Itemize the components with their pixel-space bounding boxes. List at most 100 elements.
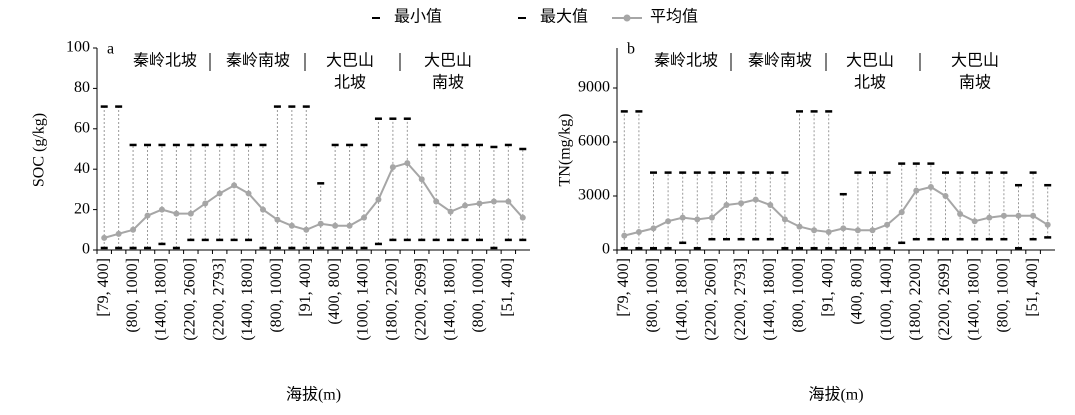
region-label: 秦岭南坡 — [226, 52, 290, 70]
mean-point — [259, 206, 266, 213]
x-tick-label: (1000, 1400] — [878, 258, 895, 341]
mean-point — [115, 230, 122, 237]
mean-point — [898, 209, 905, 216]
y-tick-label: 9000 — [578, 79, 610, 96]
mean-point — [274, 216, 281, 223]
x-tick-label: (1400, 1800] — [673, 258, 690, 341]
x-tick-label: [79, 400] — [95, 258, 112, 317]
mean-point — [317, 220, 324, 227]
y-tick-label: 100 — [66, 39, 90, 56]
mean-point — [621, 232, 628, 239]
mean-point — [389, 164, 396, 171]
x-tick-label: (800, 1000] — [124, 258, 141, 333]
mean-line — [103, 162, 524, 239]
x-tick-label: (2200, 2600] — [181, 258, 198, 341]
region-label: 北坡 — [334, 74, 366, 92]
x-tick-label: (1400, 1800] — [239, 258, 256, 341]
mean-point — [1000, 212, 1007, 219]
x-tick-label: [79, 400] — [615, 258, 632, 317]
mean-line — [624, 185, 1049, 237]
y-axis-title: SOC (g/kg) — [31, 113, 48, 187]
mean-point — [752, 196, 759, 203]
mean-point — [942, 193, 949, 199]
mean-point — [332, 222, 339, 229]
y-tick-label: 3000 — [578, 187, 610, 204]
y-tick-label: 6000 — [578, 133, 610, 150]
mean-point — [519, 214, 526, 221]
mean-point — [635, 229, 642, 235]
x-tick-label: (2200, 2699] — [412, 258, 429, 341]
mean-point — [869, 227, 876, 234]
mean-point — [913, 187, 920, 194]
mean-point — [679, 214, 686, 221]
region-label: 秦岭南坡 — [748, 52, 812, 70]
mean-point — [840, 225, 847, 232]
mean-point — [462, 202, 469, 209]
x-tick-label: (1400, 1800] — [965, 258, 982, 341]
x-tick-label: (2200, 2600] — [703, 258, 720, 341]
mean-point — [796, 223, 803, 230]
mean-point — [811, 227, 818, 234]
x-tick-label: (1400, 1800] — [441, 258, 458, 341]
y-tick-label: 80 — [74, 79, 90, 96]
x-tick-label: (2200, 2793] — [210, 258, 227, 341]
region-label: 秦岭北坡 — [133, 52, 197, 70]
x-axis-title: 海拔(m) — [286, 386, 341, 404]
region-label: 大巴山 — [424, 52, 472, 70]
x-tick-label: (2200, 2793] — [732, 258, 749, 341]
mean-point — [101, 234, 108, 241]
mean-point — [650, 225, 657, 232]
legend-label: 平均值 — [650, 8, 698, 26]
mean-point — [245, 190, 252, 197]
mean-point — [854, 227, 861, 234]
y-tick-label: 0 — [82, 241, 90, 258]
y-tick-label: 0 — [602, 241, 610, 258]
mean-point — [433, 198, 440, 205]
x-tick-label: (1400, 1800] — [153, 258, 170, 341]
mean-point — [130, 226, 137, 233]
x-tick-label: (2200, 2699] — [936, 258, 953, 341]
mean-point — [404, 160, 411, 167]
mean-point — [825, 229, 832, 235]
mean-point — [231, 182, 238, 189]
x-tick-label: (1400, 1800] — [761, 258, 778, 341]
panel-label: b — [627, 41, 635, 58]
region-label: 大巴山 — [846, 52, 894, 70]
region-label: 大巴山 — [326, 52, 374, 70]
legend-label: 最大值 — [540, 8, 588, 26]
legend-mean-symbol — [623, 14, 631, 22]
mean-point — [447, 208, 454, 215]
x-tick-label: [91, 400] — [819, 258, 836, 317]
region-label: 南坡 — [959, 74, 991, 92]
y-axis-title: TN(mg/kg) — [557, 114, 574, 187]
mean-point — [723, 202, 730, 208]
mean-point — [957, 211, 964, 217]
mean-point — [476, 200, 483, 207]
mean-point — [288, 222, 295, 229]
x-tick-label: (800, 1000] — [268, 258, 285, 333]
mean-point — [1015, 212, 1022, 219]
y-tick-label: 40 — [74, 160, 90, 177]
x-tick-label: (800, 1000] — [790, 258, 807, 333]
mean-point — [767, 202, 774, 208]
mean-point — [346, 222, 353, 229]
x-tick-label: [91, 400] — [297, 258, 314, 317]
y-tick-label: 60 — [74, 119, 90, 136]
mean-point — [187, 210, 194, 217]
mean-point — [158, 206, 165, 213]
mean-point — [361, 214, 368, 221]
mean-point — [202, 200, 209, 207]
mean-point — [216, 190, 223, 197]
x-axis-title: 海拔(m) — [808, 386, 863, 404]
legend-label: 最小值 — [394, 8, 442, 26]
x-tick-label: (1000, 1400] — [355, 258, 372, 341]
panel-label: a — [107, 41, 114, 58]
mean-point — [505, 198, 512, 205]
x-tick-label: (1800, 2200] — [907, 258, 924, 341]
x-tick-label: [51, 400] — [499, 258, 516, 317]
mean-point — [173, 210, 180, 217]
mean-point — [971, 218, 978, 225]
x-tick-label: (800, 1000] — [995, 258, 1012, 333]
